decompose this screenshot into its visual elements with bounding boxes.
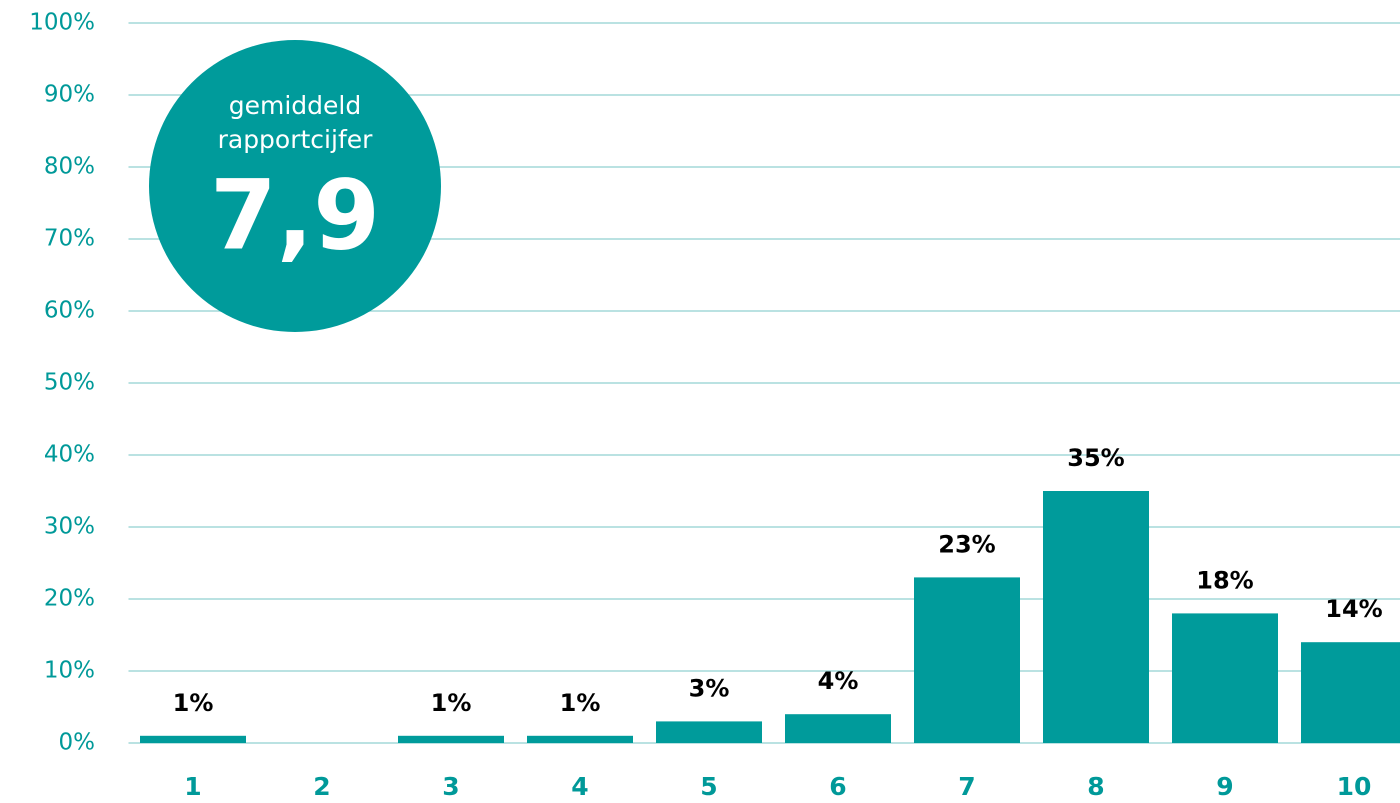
y-tick-label: 90% <box>44 82 95 108</box>
value-label: 14% <box>1325 595 1382 623</box>
bar <box>1301 642 1400 743</box>
x-tick-label: 4 <box>571 772 588 801</box>
bar <box>398 735 504 743</box>
y-tick-label: 60% <box>44 298 95 324</box>
average-badge <box>149 40 441 332</box>
value-label: 18% <box>1196 566 1253 594</box>
x-tick-label: 3 <box>442 772 459 801</box>
y-tick-label: 70% <box>44 226 95 252</box>
y-tick-label: 20% <box>44 586 95 612</box>
y-tick-label: 0% <box>59 730 96 756</box>
value-label: 1% <box>431 689 472 717</box>
value-label: 35% <box>1067 444 1124 472</box>
x-tick-label: 5 <box>700 772 717 801</box>
bar <box>656 721 762 743</box>
badge-line: rapportcijfer <box>218 125 374 154</box>
bar <box>914 577 1020 743</box>
y-tick-label: 10% <box>44 658 95 684</box>
bar <box>785 714 891 743</box>
x-tick-label: 2 <box>313 772 330 801</box>
x-tick-label: 7 <box>958 772 975 801</box>
value-label: 1% <box>560 689 601 717</box>
y-tick-label: 30% <box>44 514 95 540</box>
x-tick-label: 8 <box>1087 772 1104 801</box>
bar <box>1043 491 1149 743</box>
bar <box>527 735 633 743</box>
y-tick-label: 50% <box>44 370 95 396</box>
x-tick-label: 6 <box>829 772 846 801</box>
value-label: 4% <box>818 667 859 695</box>
x-tick-label: 10 <box>1337 772 1372 801</box>
badge-line: gemiddeld <box>229 91 361 120</box>
bar <box>140 735 246 743</box>
x-tick-label: 1 <box>184 772 201 801</box>
badge-value: 7,9 <box>210 159 380 271</box>
y-tick-label: 100% <box>29 10 95 36</box>
bar <box>1172 613 1278 743</box>
y-tick-label: 80% <box>44 154 95 180</box>
value-label: 1% <box>173 689 214 717</box>
y-tick-label: 40% <box>44 442 95 468</box>
value-label: 3% <box>689 674 730 702</box>
value-label: 23% <box>938 530 995 558</box>
x-tick-label: 9 <box>1216 772 1233 801</box>
